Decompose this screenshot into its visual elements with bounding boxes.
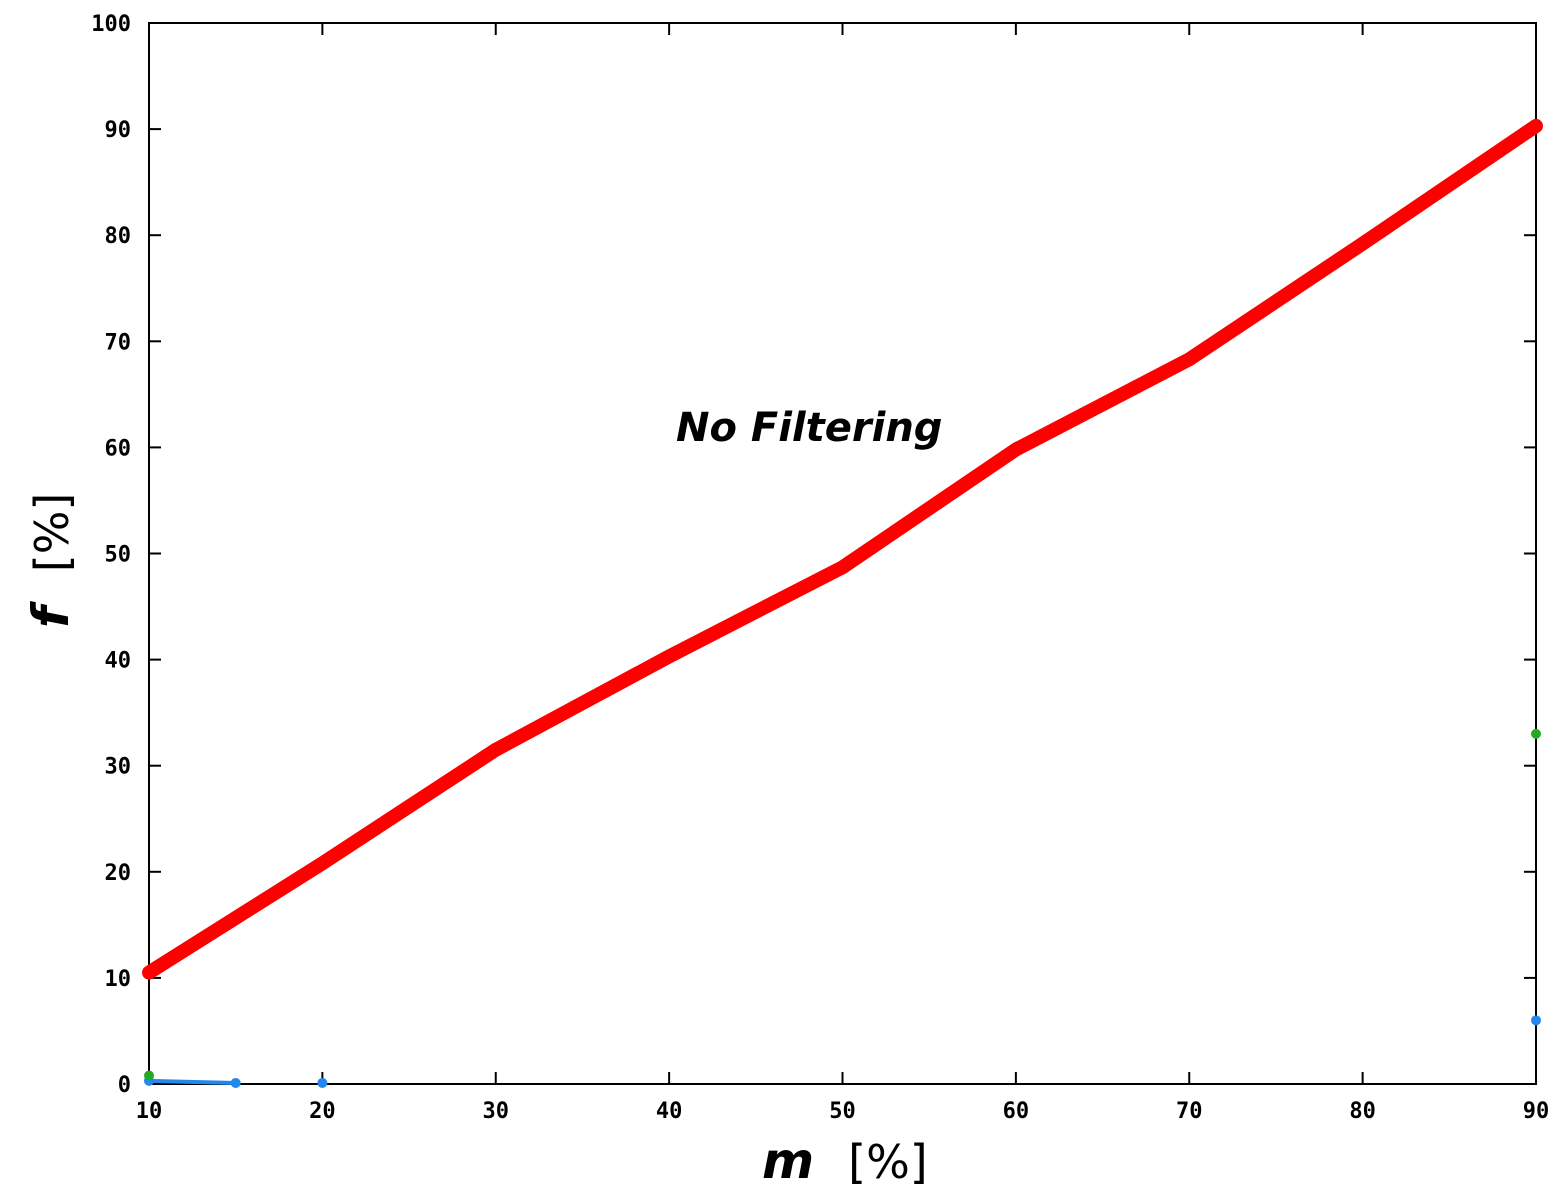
y-axis-unit: [%]	[25, 493, 79, 573]
y-tick-label: 0	[118, 1073, 131, 1098]
x-tick-label: 40	[656, 1099, 683, 1124]
x-tick-label: 90	[1523, 1099, 1550, 1124]
tick-marks	[148, 22, 1537, 1085]
y-tick-label: 80	[105, 224, 132, 249]
series-point	[1531, 728, 1541, 739]
x-tick-label: 10	[136, 1099, 163, 1124]
y-tick-label: 70	[105, 330, 132, 355]
series-point	[317, 1077, 328, 1088]
y-tick-label: 30	[105, 755, 132, 780]
x-axis-unit: [%]	[848, 1135, 928, 1189]
x-tick-label: 30	[483, 1099, 510, 1124]
x-axis-variable: m	[762, 1132, 814, 1190]
y-tick-label: 10	[105, 967, 132, 992]
y-axis-label: f [%]	[22, 493, 80, 628]
y-tick-label: 40	[105, 649, 132, 674]
series-segment	[148, 1078, 236, 1085]
x-tick-label: 20	[309, 1099, 336, 1124]
series-line	[142, 118, 1543, 980]
x-tick-label: 50	[829, 1099, 856, 1124]
y-tick-labels: 0 10 20 30 40 50 60 70 80 90 100	[91, 12, 131, 1098]
series-point	[144, 1070, 154, 1081]
x-axis-label: m [%]	[762, 1132, 928, 1190]
y-tick-label: 100	[91, 12, 131, 37]
x-tick-label: 70	[1176, 1099, 1203, 1124]
x-tick-labels: 10 20 30 40 50 60 70 80 90	[136, 1099, 1550, 1124]
series-point	[1531, 1015, 1541, 1026]
y-tick-label: 90	[105, 118, 132, 143]
y-tick-label: 50	[105, 543, 132, 568]
y-axis-variable: f	[22, 601, 80, 628]
y-tick-label: 20	[105, 861, 132, 886]
x-tick-label: 60	[1003, 1099, 1030, 1124]
chart-annotation: No Filtering	[676, 405, 942, 451]
plot-frame	[148, 22, 1537, 1085]
series-layer	[142, 118, 1543, 1088]
y-tick-label: 60	[105, 436, 132, 461]
x-tick-label: 80	[1349, 1099, 1376, 1124]
